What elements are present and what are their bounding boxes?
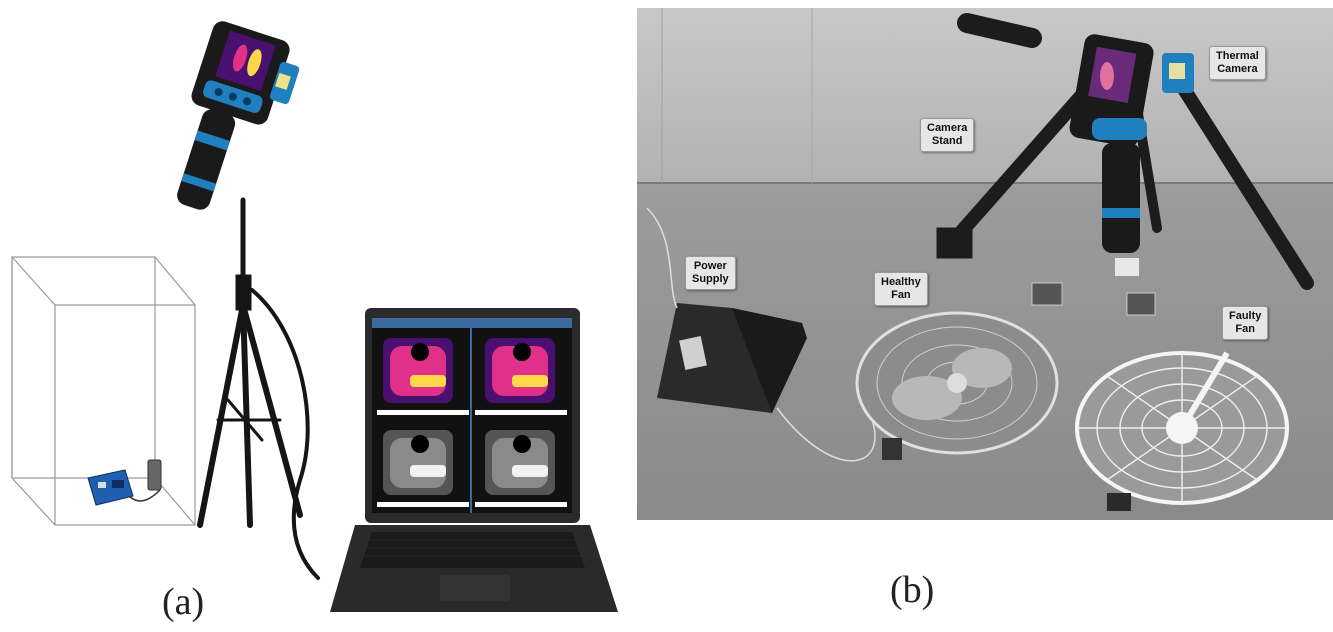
label-faulty-fan: Faulty Fan — [1222, 306, 1269, 340]
caption-a: (a) — [162, 581, 205, 623]
thermal-camera-icon — [1069, 34, 1194, 276]
thermal-camera-icon — [177, 21, 300, 210]
power-supply-box — [657, 303, 807, 413]
thermal-frame-gray — [383, 430, 555, 495]
label-power-supply: Power Supply — [685, 256, 736, 290]
caption-b: (b) — [890, 569, 935, 611]
label-healthy-fan: Healthy Fan — [874, 272, 928, 306]
panel-a-schematic: (a) — [0, 0, 630, 627]
thermal-frame-color — [383, 338, 555, 403]
label-camera-stand: Camera Stand — [920, 118, 975, 152]
enclosure-box-icon — [11, 256, 196, 526]
panel-b-photo: Thermal Camera Camera Stand Power Supply… — [637, 8, 1333, 520]
fan-icon — [855, 311, 1059, 460]
tripod-icon — [197, 197, 320, 580]
arduino-board-icon — [87, 459, 162, 506]
tripod-icon — [936, 13, 1314, 290]
label-thermal-camera: Thermal Camera — [1209, 46, 1266, 80]
laptop-icon — [330, 308, 618, 612]
fan-icon — [1075, 351, 1289, 511]
